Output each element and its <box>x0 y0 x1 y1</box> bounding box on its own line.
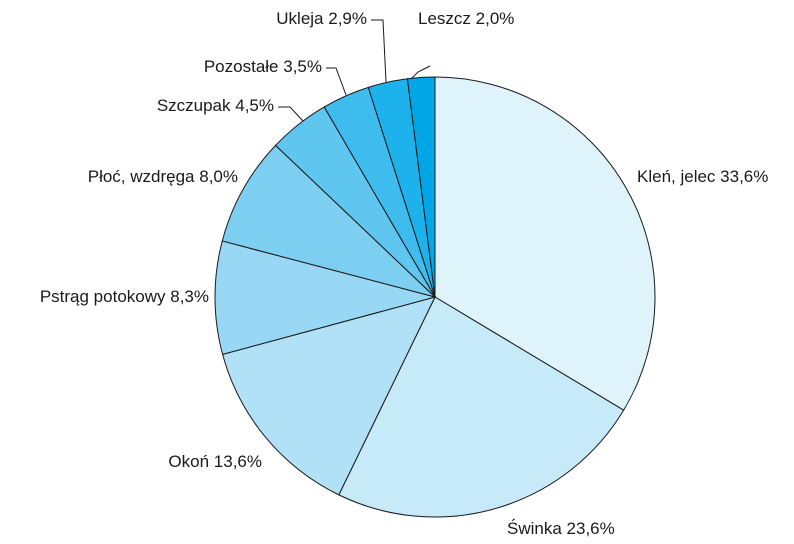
slice-label: Okoń 13,6% <box>168 452 262 471</box>
slice-label-name: Świnka <box>507 519 562 538</box>
slice-label: Leszcz 2,0% <box>418 9 514 28</box>
slice-label: Świnka 23,6% <box>507 519 615 538</box>
slice-label-value: 2,9% <box>328 9 367 28</box>
slice-label-value: 13,6% <box>214 452 262 471</box>
slice-label-value: 8,0% <box>199 167 238 186</box>
slice-label: Ukleja 2,9% <box>276 9 367 28</box>
slice-label-value: 23,6% <box>567 519 615 538</box>
slice-label-name: Pstrąg potokowy <box>40 287 166 306</box>
leader-line <box>410 65 431 80</box>
slice-label-name: Kleń, jelec <box>637 167 716 186</box>
slice-label-value: 2,0% <box>476 9 515 28</box>
slice-label: Płoć, wzdręga 8,0% <box>88 167 238 186</box>
slice-label: Kleń, jelec 33,6% <box>637 167 768 186</box>
pie-slice <box>434 76 656 411</box>
slice-label-name: Leszcz <box>418 9 471 28</box>
leader-line <box>278 106 304 122</box>
slice-label-value: 4,5% <box>235 96 274 115</box>
slice-label: Szczupak 4,5% <box>157 96 274 115</box>
pie-slice <box>338 296 625 518</box>
slice-label-name: Ukleja <box>276 9 324 28</box>
pie-slice <box>222 296 436 496</box>
leader-line <box>326 67 347 96</box>
pie-slice <box>221 144 436 298</box>
slice-label: Pozostałe 3,5% <box>204 57 322 76</box>
slice-label: Pstrąg potokowy 8,3% <box>40 287 209 306</box>
slice-label-name: Płoć, wzdręga <box>88 167 195 186</box>
slice-label-value: 33,6% <box>720 167 768 186</box>
pie-slice <box>406 76 436 298</box>
slice-label-name: Pozostałe <box>204 57 279 76</box>
pie-slice <box>214 240 437 355</box>
slice-label-name: Okoń <box>168 452 209 471</box>
leader-line <box>371 19 387 83</box>
slice-label-name: Szczupak <box>157 96 231 115</box>
slice-label-value: 3,5% <box>283 57 322 76</box>
slice-label-value: 8,3% <box>170 287 209 306</box>
